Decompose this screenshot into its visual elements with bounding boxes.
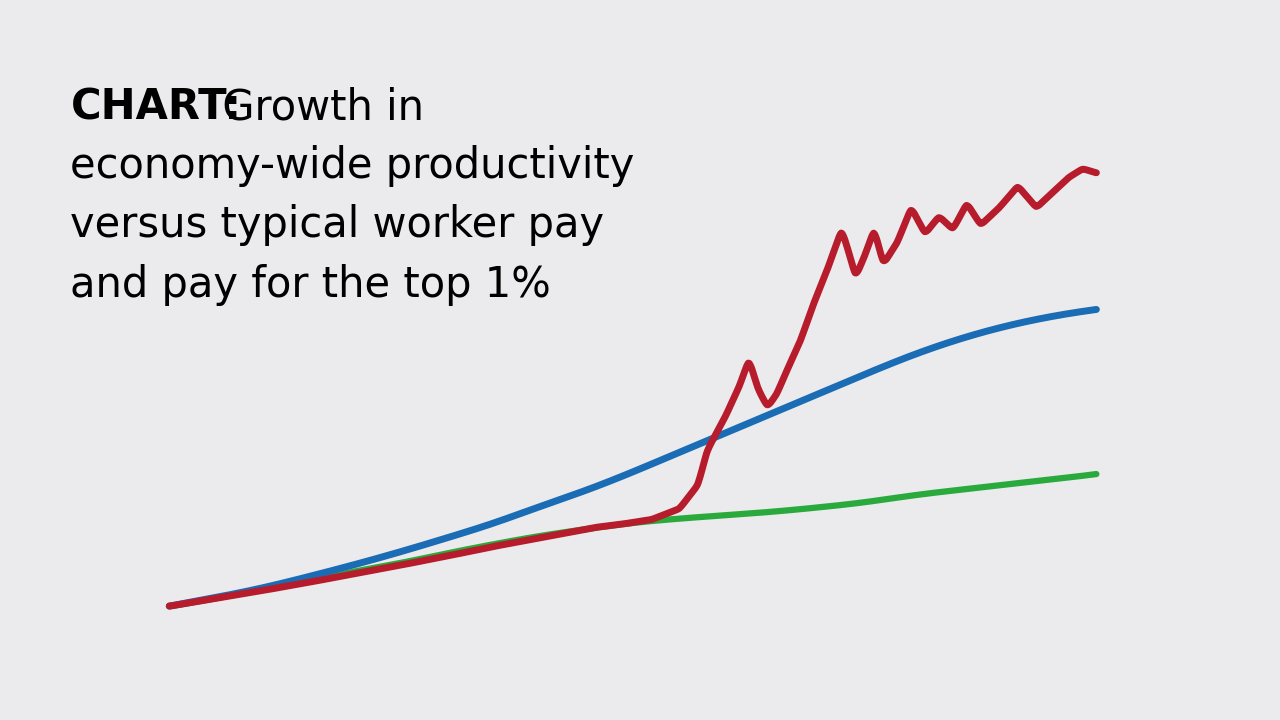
Text: versus typical worker pay: versus typical worker pay (70, 204, 604, 246)
Text: economy-wide productivity: economy-wide productivity (70, 145, 635, 187)
Text: CHART:: CHART: (70, 86, 242, 128)
Text: and pay for the top 1%: and pay for the top 1% (70, 264, 552, 305)
Text: Growth in: Growth in (209, 86, 424, 128)
